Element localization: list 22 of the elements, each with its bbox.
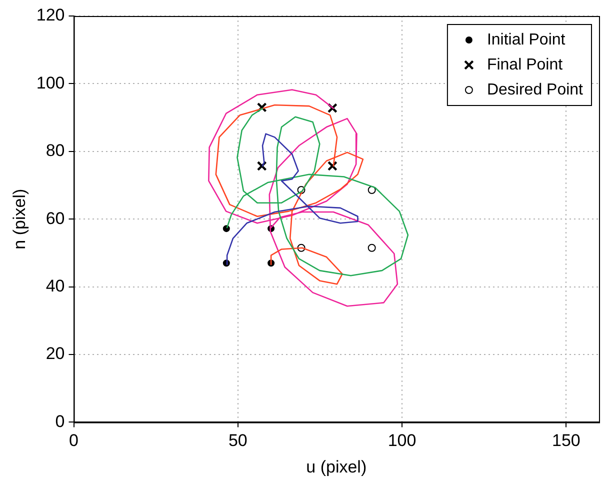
legend-label: Desired Point: [486, 81, 584, 98]
point: [256, 102, 267, 112]
point: [327, 103, 338, 114]
x-tick-label: 50: [228, 431, 248, 450]
legend-label: Final Point: [486, 56, 564, 74]
y-axis-title: n (pixel): [10, 188, 29, 250]
y-tick-label: 120: [36, 6, 65, 25]
x-tick-label: 0: [69, 431, 78, 450]
point: [222, 225, 230, 232]
point: [256, 160, 267, 171]
x-axis-title: u (pixel): [306, 457, 367, 476]
x-tick-label: 100: [388, 431, 416, 450]
y-tick-label: 100: [36, 73, 65, 92]
x-tick-label: 150: [552, 431, 580, 450]
y-tick-label: 40: [46, 276, 65, 296]
y-tick-label: 0: [55, 412, 65, 431]
y-tick-label: 60: [46, 208, 65, 228]
legend-label: Initial Point: [486, 31, 566, 48]
point: [327, 160, 338, 171]
y-tick-label: 20: [46, 344, 65, 364]
point: [368, 244, 376, 252]
y-tick-label: 80: [46, 141, 65, 160]
